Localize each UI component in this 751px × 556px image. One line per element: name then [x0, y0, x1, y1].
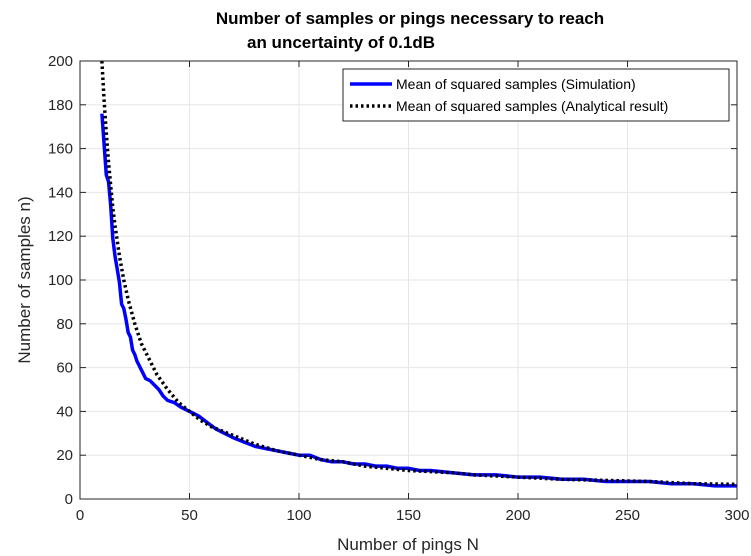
series-line-simulation [100, 113, 737, 488]
series-layer [100, 60, 738, 488]
y-tick-label: 180 [48, 97, 73, 114]
x-tick-label: 250 [615, 507, 640, 524]
x-axis-label: Number of pings N [337, 535, 479, 554]
series-line-analytical [100, 60, 738, 487]
y-tick-label: 100 [48, 272, 73, 289]
chart-title-line-2: an uncertainty of 0.1dB [247, 33, 435, 52]
legend: Mean of squared samples (Simulation) Mea… [342, 68, 730, 122]
x-tick-label: 0 [76, 507, 84, 524]
y-tick-label: 120 [48, 228, 73, 245]
x-tick-label: 150 [396, 507, 421, 524]
x-tick-label: 300 [724, 507, 749, 524]
legend-label-analytical: Mean of squared samples (Analytical resu… [396, 98, 668, 114]
y-tick-label: 140 [48, 184, 73, 201]
legend-label-simulation: Mean of squared samples (Simulation) [396, 76, 636, 92]
y-tick-label: 160 [48, 141, 73, 158]
ticks: 0 50 100 150 200 250 300 0 20 40 60 80 100 120 140 160 1… [48, 53, 750, 524]
y-tick-label: 20 [56, 447, 73, 464]
x-tick-label: 200 [505, 507, 530, 524]
legend-box [342, 68, 730, 122]
y-tick-label: 40 [56, 403, 73, 420]
y-tick-label: 200 [48, 53, 73, 70]
y-axis-label: Number of samples n) [15, 196, 34, 363]
y-tick-label: 60 [56, 360, 73, 377]
y-tick-label: 0 [65, 491, 73, 508]
x-tick-label: 100 [286, 507, 311, 524]
chart-title-line-1: Number of samples or pings necessary to … [216, 9, 604, 28]
x-tick-label: 50 [181, 507, 198, 524]
y-tick-label: 80 [56, 316, 73, 333]
